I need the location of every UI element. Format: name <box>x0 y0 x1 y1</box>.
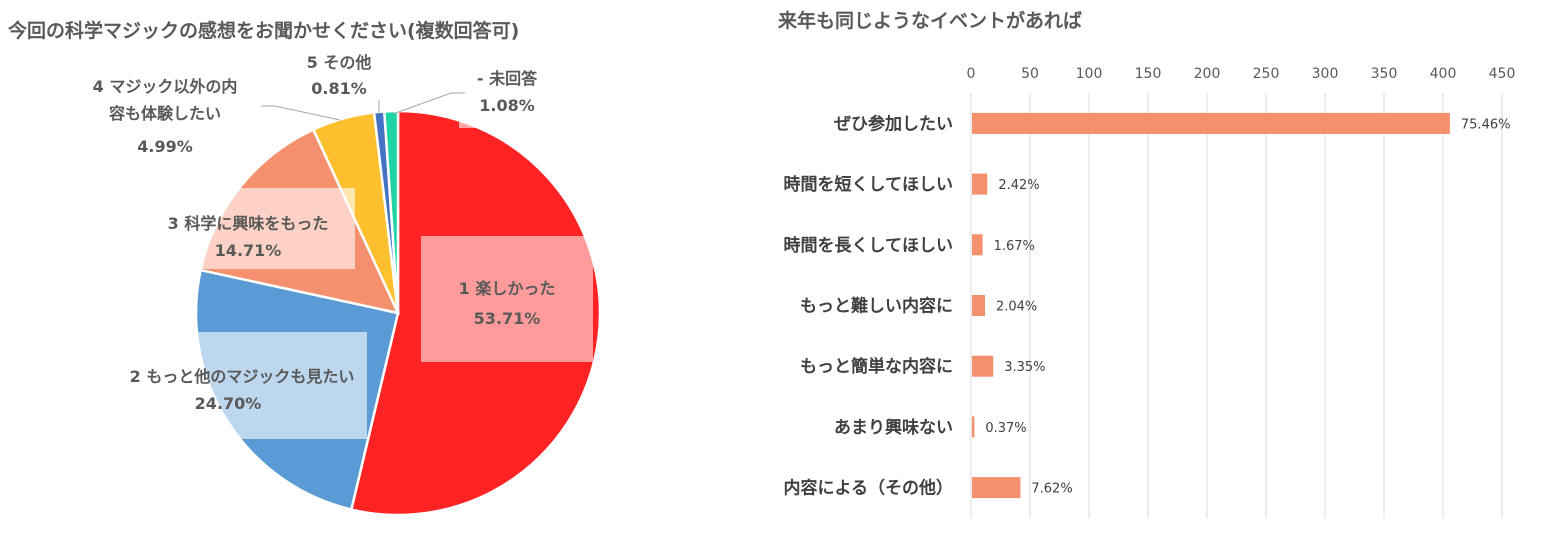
bar-category-label: 内容による（その他） <box>784 478 954 499</box>
bar <box>972 234 983 256</box>
bar <box>972 112 1450 134</box>
pie-slice <box>382 109 400 314</box>
bar-x-tick-label: 300 <box>1312 66 1339 82</box>
bar-data-label: 7.62% <box>1031 482 1072 497</box>
bar-chart: 0 50 100 150 200 250 300 350 400 450 ぜひ参加したい 75.46%… <box>784 66 1516 518</box>
pie-label-box <box>196 332 367 439</box>
bar-data-label: 75.46% <box>1461 117 1511 132</box>
pie-slice-label: 4.99% <box>137 137 193 156</box>
pie-slice-name: 4 マジック以外の内容も体験したい <box>93 77 238 123</box>
pie-slice-label: 53.71% <box>474 309 541 328</box>
bar-x-tick-label: 150 <box>1135 66 1162 82</box>
pie-chart-title: 今回の科学マジックの感想をお聞かせください(複数回答可) <box>7 19 519 42</box>
pie-slice-name: 2 もっと他のマジックも見たい <box>130 367 355 386</box>
bar-category-label: 時間を短くしてほしい <box>784 174 954 195</box>
bar-x-tick-label: 100 <box>1076 66 1103 82</box>
pie-leader-line <box>392 92 465 115</box>
bar-x-tick-label: 450 <box>1489 66 1516 82</box>
pie-slice-label: 24.70% <box>195 394 262 413</box>
bar <box>972 295 985 316</box>
pie-chart: 1 楽しかった 53.71% 2 もっと他のマジックも見たい 24.70% 3 科学に興… <box>93 53 602 517</box>
bar-x-tick-label: 350 <box>1371 66 1398 82</box>
bar-category-label: あまり興味ない <box>834 417 953 438</box>
pie-slice-name: - 未回答 <box>477 69 538 88</box>
bar-category-label: もっと簡単な内容に <box>800 356 953 377</box>
pie-leader-line <box>261 105 341 121</box>
pie-label-box <box>459 110 531 128</box>
bar-x-tick-label: 0 <box>967 66 976 82</box>
pie-slice-name: 5 その他 <box>307 53 372 72</box>
bar-data-label: 2.42% <box>998 178 1039 193</box>
bar <box>972 173 988 195</box>
pie-slice-name: 1 楽しかった <box>459 279 556 298</box>
bar-x-tick-label: 50 <box>1021 66 1039 82</box>
bar-category-label: 時間を長くしてほしい <box>784 235 954 256</box>
bar-category-label: もっと難しい内容に <box>800 296 953 317</box>
pie-slice-label: 0.81% <box>311 79 367 98</box>
pie-slice-label: 14.71% <box>215 241 282 260</box>
bar <box>972 477 1021 499</box>
bar-x-tick-label: 250 <box>1253 66 1280 82</box>
pie-slice-label: 1.08% <box>479 96 535 115</box>
bar <box>972 355 994 377</box>
bar-chart-title: 来年も同じようなイベントがあれば <box>778 9 1082 32</box>
pie-label-box <box>421 236 593 362</box>
bar-x-tick-label: 200 <box>1194 66 1221 82</box>
bar-data-label: 0.37% <box>985 421 1026 436</box>
pie-slice-name: 3 科学に興味をもった <box>168 214 329 233</box>
bar <box>972 416 975 438</box>
bar-category-label: ぜひ参加したい <box>834 113 953 134</box>
bar-data-label: 3.35% <box>1004 360 1045 375</box>
bar-x-tick-label: 400 <box>1430 66 1457 82</box>
bar-data-label: 1.67% <box>994 239 1035 254</box>
pie-label-box <box>196 188 355 269</box>
bar-data-label: 2.04% <box>996 300 1037 315</box>
